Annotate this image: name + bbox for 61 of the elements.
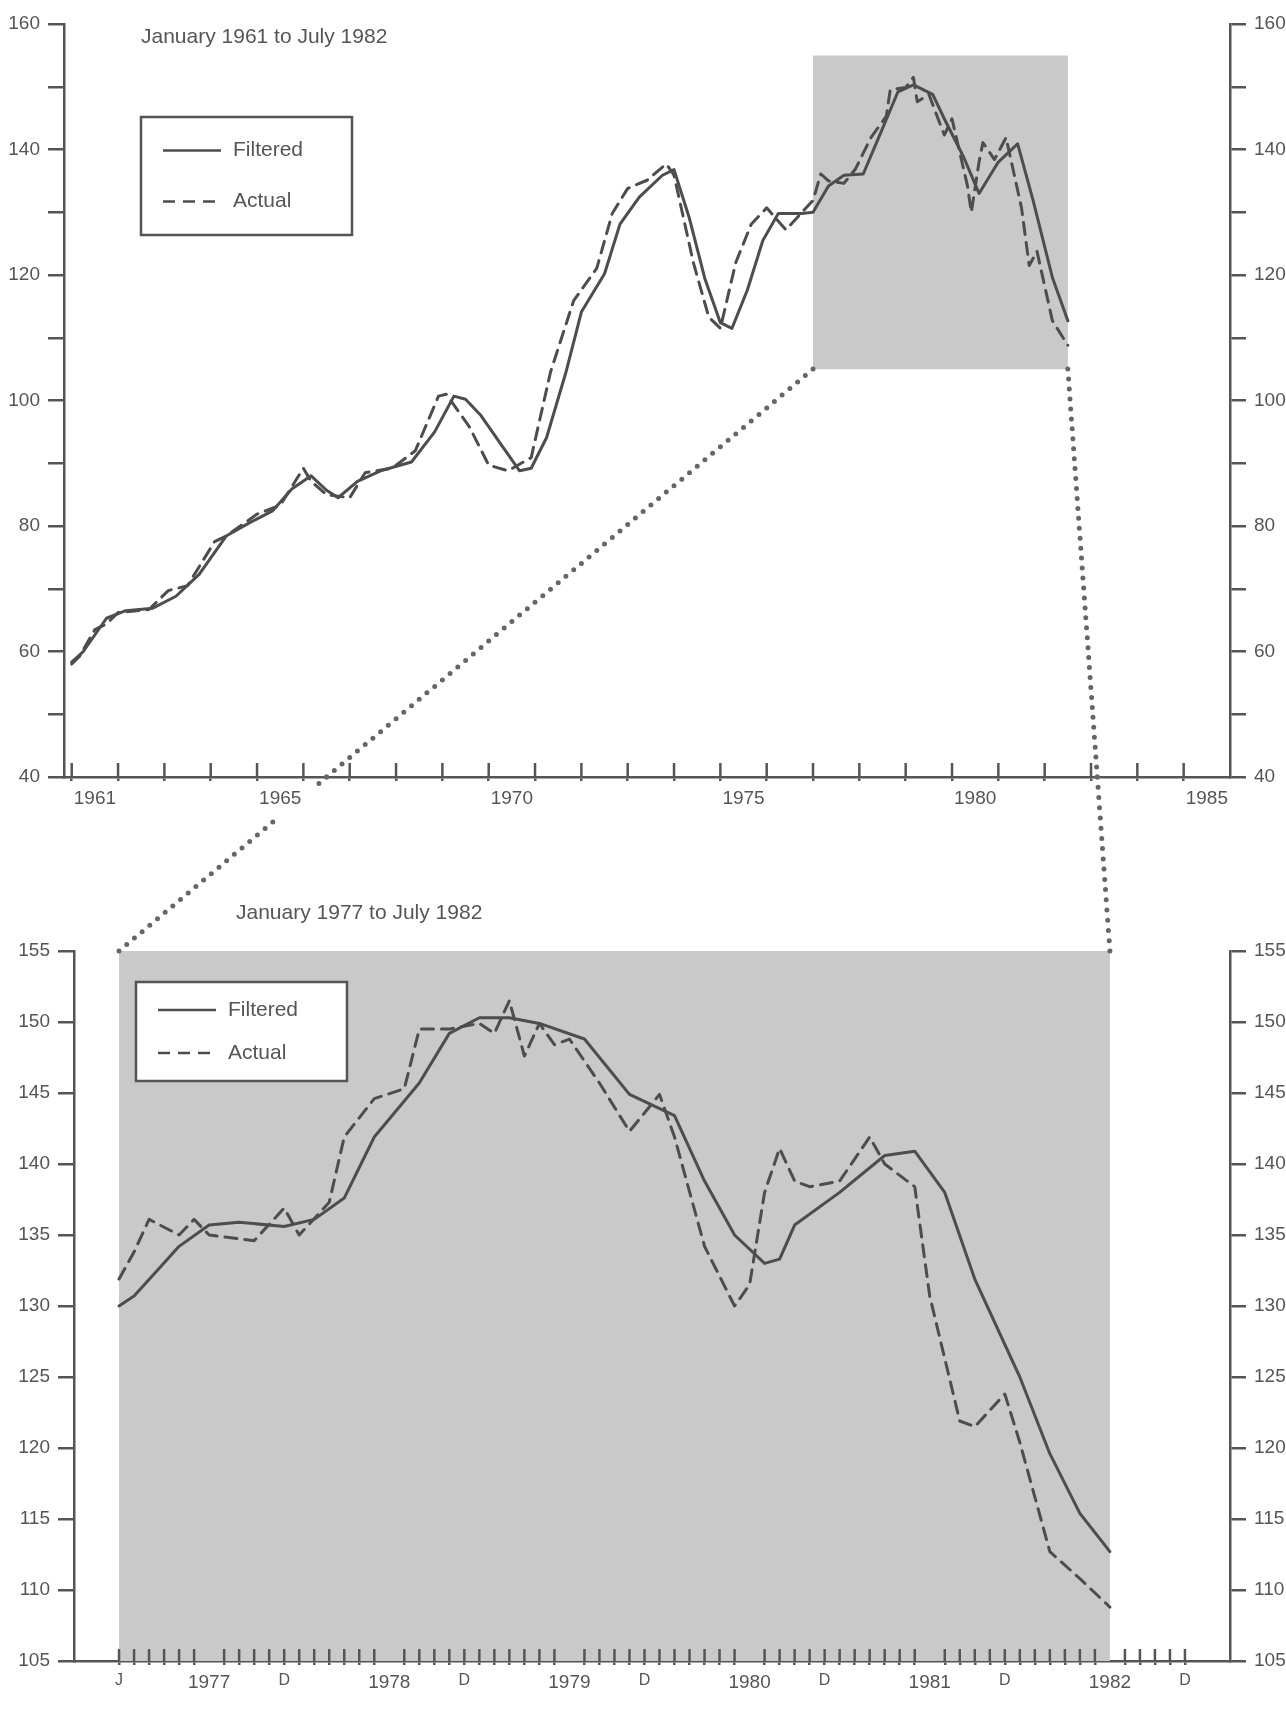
y-tick-label: 115 bbox=[19, 1507, 50, 1529]
chart-title: January 1961 to July 1982 bbox=[141, 24, 388, 48]
y-tick-label: 140 bbox=[18, 1152, 50, 1174]
y2-tick-label: 140 bbox=[1254, 137, 1286, 159]
legend-label: Filtered bbox=[228, 996, 299, 1020]
y2-tick-label: 160 bbox=[1254, 12, 1286, 34]
x-tick-label: 1982 bbox=[1088, 1670, 1132, 1692]
x-tick-label: 1985 bbox=[1185, 786, 1228, 808]
x-tick-label: 1965 bbox=[259, 786, 302, 808]
x-tick-label: D bbox=[638, 1671, 651, 1689]
chart-title: January 1977 to July 1982 bbox=[236, 900, 483, 924]
y-tick-label: 160 bbox=[8, 12, 40, 34]
y2-tick-label: 100 bbox=[1254, 388, 1286, 410]
x-tick-label: D bbox=[458, 1671, 471, 1689]
y2-tick-label: 120 bbox=[1254, 263, 1286, 285]
x-tick-label: 1975 bbox=[722, 786, 765, 808]
y-tick-label: 120 bbox=[8, 263, 40, 285]
y-tick-label: 60 bbox=[18, 639, 40, 661]
x-tick-label: 1980 bbox=[728, 1670, 771, 1692]
y2-tick-label: 150 bbox=[1254, 1010, 1286, 1032]
x-tick-label: 1979 bbox=[548, 1670, 591, 1692]
x-tick-label: 1981 bbox=[908, 1670, 951, 1692]
y-tick-label: 140 bbox=[8, 137, 40, 159]
y2-tick-label: 80 bbox=[1254, 514, 1276, 536]
y2-tick-label: 125 bbox=[1254, 1365, 1286, 1387]
y-tick-label: 155 bbox=[18, 939, 50, 961]
y-tick-label: 120 bbox=[18, 1436, 50, 1458]
y2-tick-label: 145 bbox=[1254, 1081, 1286, 1103]
y-tick-label: 100 bbox=[8, 388, 40, 410]
legend-label: Filtered bbox=[233, 137, 304, 161]
y2-tick-label: 120 bbox=[1254, 1436, 1286, 1458]
y-tick-label: 150 bbox=[18, 1010, 50, 1032]
x-tick-label: 1977 bbox=[187, 1670, 231, 1692]
y2-tick-label: 110 bbox=[1254, 1578, 1285, 1600]
x-tick-label: 1978 bbox=[368, 1670, 411, 1692]
y2-tick-label: 135 bbox=[1254, 1223, 1286, 1245]
x-tick-label: 1980 bbox=[954, 786, 997, 808]
x-tick-label: D bbox=[818, 1671, 831, 1689]
y-tick-label: 130 bbox=[18, 1294, 50, 1316]
y-tick-label: 40 bbox=[18, 765, 40, 787]
x-tick-label: 1961 bbox=[73, 786, 117, 808]
legend-label: Actual bbox=[233, 188, 292, 212]
y2-tick-label: 130 bbox=[1254, 1294, 1286, 1316]
y-tick-label: 80 bbox=[18, 514, 40, 536]
y-tick-label: 125 bbox=[18, 1365, 50, 1387]
y2-tick-label: 155 bbox=[1254, 939, 1286, 961]
y2-tick-label: 40 bbox=[1254, 765, 1276, 787]
y-tick-label: 145 bbox=[18, 1081, 50, 1103]
y2-tick-label: 140 bbox=[1254, 1152, 1286, 1174]
x-tick-label: J bbox=[115, 1671, 124, 1689]
x-tick-label: 1970 bbox=[490, 786, 534, 808]
y2-tick-label: 60 bbox=[1254, 639, 1276, 661]
y2-tick-label: 105 bbox=[1254, 1649, 1286, 1671]
x-tick-label: D bbox=[999, 1671, 1011, 1689]
y-tick-label: 110 bbox=[19, 1578, 50, 1600]
x-tick-label: D bbox=[1179, 1671, 1191, 1689]
y-tick-label: 135 bbox=[18, 1223, 50, 1245]
y2-tick-label: 115 bbox=[1254, 1507, 1285, 1529]
x-tick-label: D bbox=[278, 1671, 290, 1689]
y-tick-label: 105 bbox=[18, 1649, 50, 1671]
legend-label: Actual bbox=[228, 1039, 287, 1063]
